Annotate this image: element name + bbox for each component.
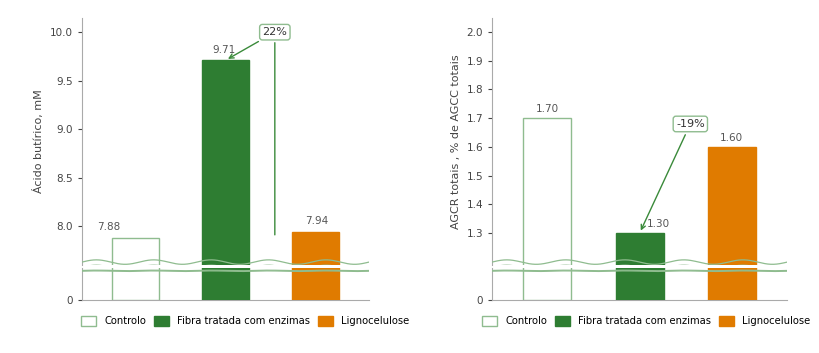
- Bar: [202, 0, 248, 300]
- Text: 1.60: 1.60: [719, 133, 743, 143]
- Text: 9.71: 9.71: [212, 46, 235, 55]
- Y-axis label: AGCR totais , % de AGCC totais: AGCR totais , % de AGCC totais: [450, 54, 460, 228]
- Bar: [615, 233, 663, 353]
- Text: 1.30: 1.30: [646, 219, 669, 229]
- Bar: [112, 238, 159, 353]
- Bar: [202, 60, 248, 353]
- Y-axis label: Ácido butírico, mM: Ácido butírico, mM: [34, 89, 44, 193]
- Bar: [615, 5, 663, 300]
- Bar: [707, 147, 755, 353]
- Bar: [523, 0, 571, 300]
- Text: 1.70: 1.70: [535, 104, 559, 114]
- Bar: [292, 232, 338, 353]
- Bar: [707, 0, 755, 300]
- Text: 22%: 22%: [229, 27, 287, 58]
- Text: 7.94: 7.94: [305, 216, 328, 226]
- Bar: [523, 118, 571, 353]
- Bar: [292, 0, 338, 300]
- Text: -19%: -19%: [640, 119, 704, 229]
- Text: 7.88: 7.88: [97, 222, 120, 232]
- Bar: [112, 0, 159, 300]
- Legend: Controlo, Fibra tratada com enzimas, Lignocelulose: Controlo, Fibra tratada com enzimas, Lig…: [482, 316, 809, 327]
- Legend: Controlo, Fibra tratada com enzimas, Lignocelulose: Controlo, Fibra tratada com enzimas, Lig…: [81, 316, 409, 327]
